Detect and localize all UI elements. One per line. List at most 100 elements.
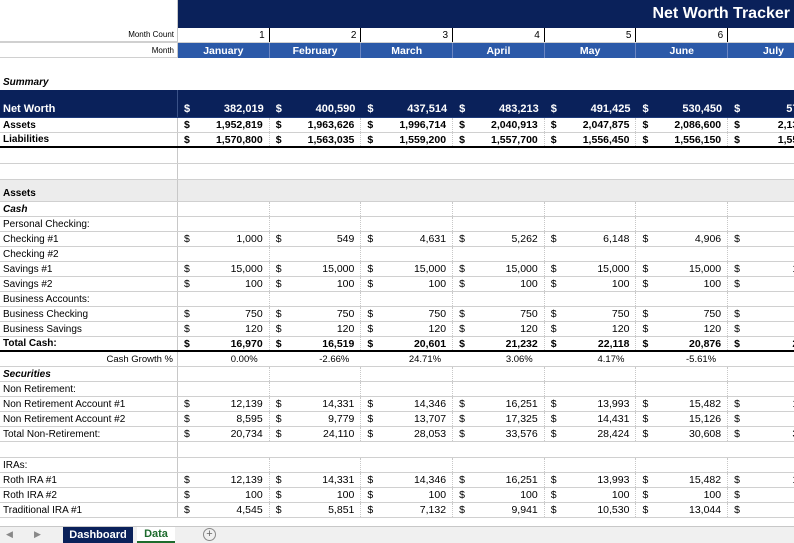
value-cell[interactable]	[361, 382, 454, 396]
row-label[interactable]: Traditional IRA #1	[0, 503, 178, 517]
value-cell[interactable]: $20,601	[361, 337, 454, 350]
value-cell[interactable]: $1,557,700	[453, 133, 545, 146]
value-cell[interactable]: 4.17%	[545, 352, 637, 366]
value-cell[interactable]: $15,000	[453, 262, 545, 276]
row-label[interactable]: Business Accounts:	[0, 292, 178, 306]
title-corner-cell[interactable]	[0, 0, 178, 28]
value-cell[interactable]: $100	[361, 277, 454, 291]
value-cell[interactable]	[636, 367, 729, 381]
value-cell[interactable]	[453, 164, 545, 179]
value-cell[interactable]: $1,559,200	[361, 133, 454, 146]
value-cell[interactable]: $2,086,600	[636, 118, 729, 132]
value-cell[interactable]: 24.71%	[361, 352, 453, 366]
value-cell[interactable]	[636, 202, 729, 216]
value-cell[interactable]	[728, 352, 794, 366]
title-banner[interactable]: Net Worth Tracker	[178, 0, 794, 28]
value-cell[interactable]	[270, 164, 362, 179]
value-cell[interactable]: $28,424	[545, 427, 637, 441]
value-cell[interactable]: $17,325	[453, 412, 545, 426]
month-header-february[interactable]: February	[269, 43, 362, 58]
scroll-right-icon[interactable]: ▶	[34, 529, 41, 539]
value-cell[interactable]: $15,482	[636, 397, 729, 411]
value-cell[interactable]	[545, 217, 637, 231]
value-cell[interactable]: $1	[728, 322, 794, 336]
row-label[interactable]: Savings #1	[0, 262, 178, 276]
value-cell[interactable]: $12,139	[178, 397, 270, 411]
value-cell[interactable]: $16,251	[453, 397, 545, 411]
value-cell[interactable]: $100	[545, 488, 637, 502]
value-cell[interactable]: $6,148	[545, 232, 637, 246]
row-label[interactable]: Cash Growth %	[0, 352, 178, 366]
row-label[interactable]: Roth IRA #2	[0, 488, 178, 502]
value-cell[interactable]	[361, 292, 454, 306]
value-cell[interactable]: $14,331	[270, 473, 362, 487]
value-cell[interactable]: $30,608	[636, 427, 729, 441]
value-cell[interactable]: $120	[545, 322, 637, 336]
month-count-cell[interactable]: 5	[545, 28, 637, 42]
value-cell[interactable]	[728, 202, 794, 216]
value-cell[interactable]	[178, 382, 270, 396]
month-count-label[interactable]: Month Count	[0, 28, 178, 42]
value-cell[interactable]: $120	[178, 322, 270, 336]
value-cell[interactable]: $549	[270, 232, 362, 246]
row-label[interactable]: IRAs:	[0, 458, 178, 472]
value-cell[interactable]	[178, 292, 270, 306]
value-cell[interactable]	[545, 202, 637, 216]
row-label[interactable]	[0, 148, 178, 163]
value-cell[interactable]: $2,040,913	[453, 118, 545, 132]
value-cell[interactable]: $14,331	[270, 397, 362, 411]
value-cell[interactable]	[545, 458, 637, 472]
value-cell[interactable]	[545, 164, 637, 179]
value-cell[interactable]: $12,139	[178, 473, 270, 487]
value-cell[interactable]: $22,118	[545, 337, 637, 350]
value-cell[interactable]: $2,135,6	[728, 118, 794, 132]
value-cell[interactable]: $100	[545, 277, 637, 291]
value-cell[interactable]: $16,519	[270, 337, 362, 350]
month-header-may[interactable]: May	[544, 43, 637, 58]
value-cell[interactable]	[361, 442, 453, 457]
add-sheet-icon[interactable]: +	[203, 528, 216, 541]
value-cell[interactable]: $5,851	[270, 503, 362, 517]
value-cell[interactable]: $100	[178, 277, 270, 291]
value-cell[interactable]	[270, 202, 362, 216]
value-cell[interactable]: $100	[636, 277, 729, 291]
row-label[interactable]: Non Retirement Account #1	[0, 397, 178, 411]
value-cell[interactable]: $120	[361, 322, 454, 336]
value-cell[interactable]: $5,262	[453, 232, 545, 246]
value-cell[interactable]	[453, 247, 545, 261]
row-label[interactable]: Assets	[0, 180, 178, 201]
value-cell[interactable]: -2.66%	[270, 352, 362, 366]
value-cell[interactable]: $13,044	[636, 503, 729, 517]
row-label[interactable]: Assets	[0, 118, 178, 132]
value-cell[interactable]	[453, 180, 545, 201]
value-cell[interactable]: $100	[270, 488, 362, 502]
value-cell[interactable]: $100	[361, 488, 454, 502]
row-label[interactable]: Business Savings	[0, 322, 178, 336]
value-cell[interactable]	[636, 180, 728, 201]
value-cell[interactable]	[453, 202, 545, 216]
value-cell[interactable]	[270, 292, 362, 306]
value-cell[interactable]	[545, 180, 637, 201]
value-cell[interactable]	[270, 367, 362, 381]
value-cell[interactable]	[728, 217, 794, 231]
value-cell[interactable]: $9,779	[270, 412, 362, 426]
row-label[interactable]: Business Checking	[0, 307, 178, 321]
tab-data[interactable]: Data	[137, 527, 175, 543]
value-cell[interactable]	[453, 367, 545, 381]
value-cell[interactable]	[270, 458, 362, 472]
value-cell[interactable]: $120	[636, 322, 729, 336]
value-cell[interactable]: $491,425	[545, 90, 637, 117]
value-cell[interactable]: $13,993	[545, 397, 637, 411]
value-cell[interactable]: $437,514	[361, 90, 453, 117]
value-cell[interactable]	[361, 148, 453, 163]
value-cell[interactable]	[636, 164, 728, 179]
value-cell[interactable]	[361, 164, 453, 179]
month-count-cell[interactable]: 1	[178, 28, 270, 42]
month-label[interactable]: Month	[0, 43, 178, 58]
value-cell[interactable]: $1,556,150	[636, 133, 729, 146]
value-cell[interactable]: $20,8	[728, 337, 794, 350]
value-cell[interactable]: $7	[728, 307, 794, 321]
month-header-april[interactable]: April	[453, 43, 545, 58]
value-cell[interactable]: $20,876	[636, 337, 729, 350]
value-cell[interactable]	[728, 367, 794, 381]
